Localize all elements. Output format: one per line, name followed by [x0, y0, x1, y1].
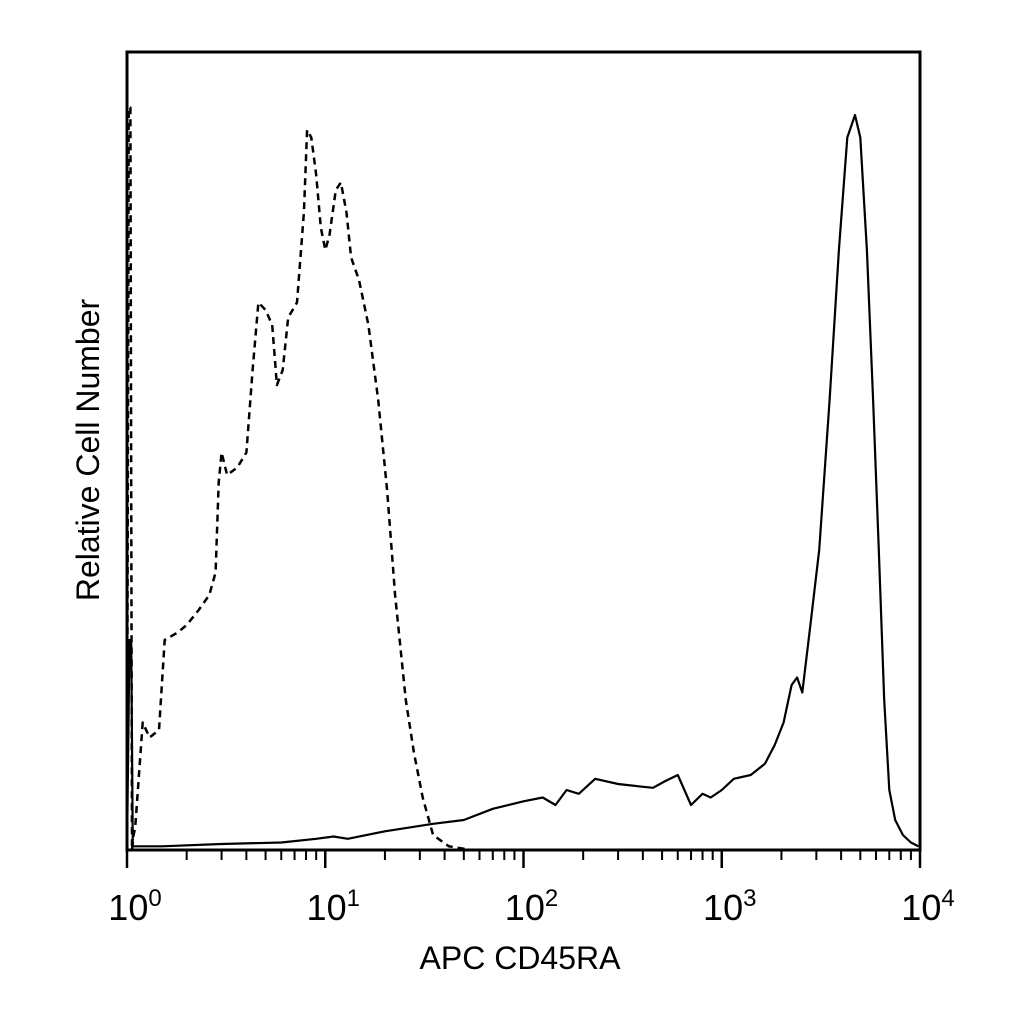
series-line-solid	[125, 113, 919, 851]
y-axis-label: Relative Cell Number	[70, 298, 106, 601]
x-tick-label: 103	[703, 885, 756, 928]
x-tick-label: 104	[901, 885, 954, 928]
tick-layer: 100 101 102 103 104	[108, 850, 955, 928]
x-tick-label: 101	[307, 885, 360, 928]
series-line-dashed	[125, 106, 920, 852]
series-layer	[125, 106, 920, 852]
x-tick-label: 100	[108, 885, 161, 928]
x-tick-label: 102	[505, 885, 558, 928]
x-axis-label: APC CD45RA	[420, 940, 622, 976]
